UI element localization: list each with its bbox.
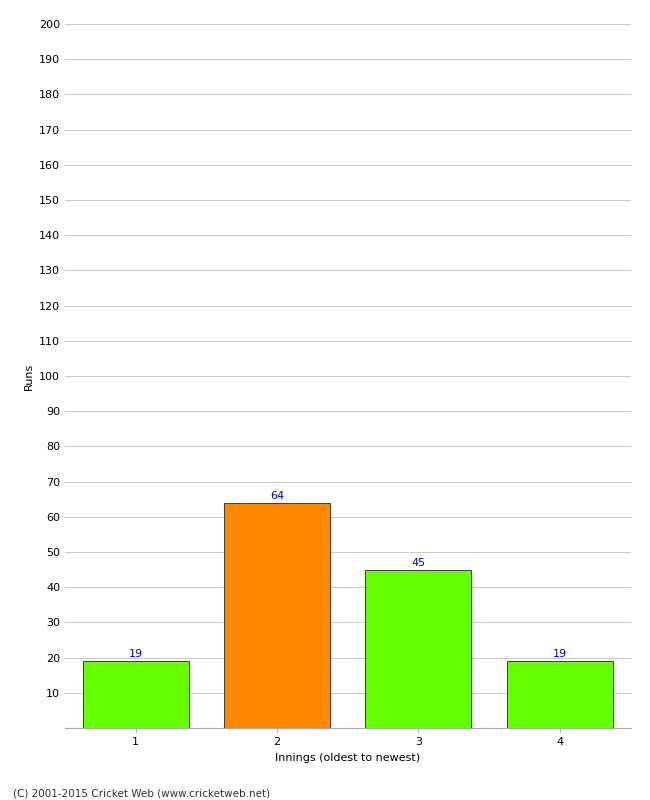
Text: 45: 45 (411, 558, 426, 568)
Text: 64: 64 (270, 491, 284, 501)
Bar (224, 502, 330, 728)
Text: 19: 19 (552, 650, 567, 659)
X-axis label: Innings (oldest to newest): Innings (oldest to newest) (275, 753, 421, 762)
Y-axis label: Runs: Runs (23, 362, 33, 390)
Text: 19: 19 (129, 650, 143, 659)
Bar (83, 661, 188, 728)
Text: (C) 2001-2015 Cricket Web (www.cricketweb.net): (C) 2001-2015 Cricket Web (www.cricketwe… (13, 788, 270, 798)
Bar (365, 570, 471, 728)
Bar (507, 661, 613, 728)
